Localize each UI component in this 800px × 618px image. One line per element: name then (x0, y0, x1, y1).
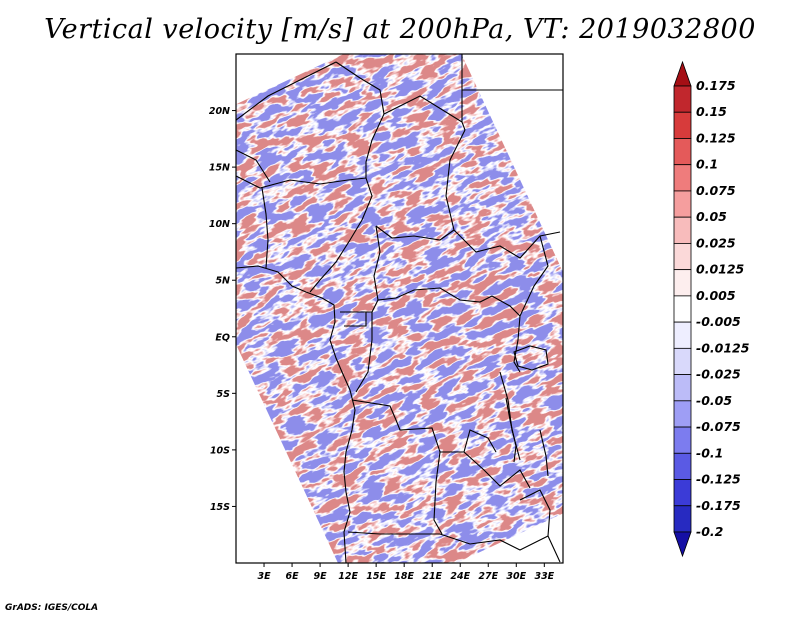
colorbar-label: -0.175 (696, 498, 741, 513)
border-egypt-sudan (461, 54, 466, 131)
y-tick-label: 15N (209, 163, 230, 174)
colorbar-label: -0.0125 (696, 340, 750, 355)
colorbar-segment (673, 138, 692, 166)
colorbar-segment (673, 505, 692, 533)
border-niger-nigeria (236, 175, 367, 189)
border-chad-sudan (445, 129, 466, 231)
y-tick-label: 20N (209, 106, 230, 117)
border-algeria-niger (236, 61, 337, 121)
colorbar-label: 0.0125 (696, 262, 745, 277)
colorbar-segment (673, 479, 692, 507)
colorbar-segment (673, 164, 692, 192)
x-tick-label: 12E (338, 571, 358, 582)
border-sudan-southsudan (453, 229, 561, 259)
colorbar-segment (673, 190, 692, 218)
lake-tanganyika (505, 397, 517, 463)
border-namibia-botswana (439, 533, 549, 551)
lake-malawi (539, 429, 549, 477)
colorbar-segment (673, 374, 692, 402)
x-axis: 3E 6E 9E 12E 15E 18E 21E 24E 27E 30E 33E (257, 563, 555, 582)
colorbar-label: -0.125 (696, 472, 741, 487)
y-axis: 20N 15N 10N 5N EQ 5S 10S 15S (209, 106, 236, 513)
x-tick-label: 27E (478, 571, 498, 582)
colorbar-top-arrow (673, 60, 692, 87)
border-ethiopia (519, 235, 549, 317)
colorbar: 0.175 0.15 0.125 0.1 0.075 0.05 0.025 0.0125 0.0… (673, 60, 750, 558)
colorbar-label: 0.175 (696, 78, 736, 93)
colorbar-bottom-arrow (673, 531, 692, 558)
colorbar-segment (673, 269, 692, 297)
x-tick-label: 18E (394, 571, 414, 582)
colorbar-label: -0.025 (696, 367, 741, 382)
country-borders (236, 54, 563, 563)
colorbar-label: 0.15 (696, 104, 727, 119)
y-tick-label: 5N (215, 276, 230, 287)
x-tick-label: 24E (450, 571, 470, 582)
chart-title: Vertical velocity [m/s] at 200hPa, VT: 2… (44, 14, 756, 45)
colorbar-segment (673, 216, 692, 244)
colorbar-label: 0.005 (696, 288, 736, 303)
colorbar-label: 0.1 (696, 157, 718, 172)
x-tick-label: 6E (286, 571, 300, 582)
map-frame (235, 53, 564, 564)
colorbar-segment (673, 347, 692, 375)
colorbar-segment (673, 85, 692, 113)
y-tick-label: EQ (215, 332, 230, 343)
x-tick-label: 30E (506, 571, 526, 582)
border-mali-niger (236, 149, 271, 183)
border-zimbabwe-moz (519, 489, 561, 563)
border-nigeria-benin (261, 187, 269, 269)
colorbar-label: -0.075 (696, 419, 741, 434)
border-angola-zambia (433, 451, 443, 535)
grads-credit: GrADS: IGES/COLA (5, 603, 99, 613)
colorbar-label: 0.05 (696, 209, 727, 224)
colorbar-segment (673, 321, 692, 349)
border-drc-angola (351, 399, 497, 453)
y-tick-label: 5S (217, 389, 231, 400)
colorbar-label: 0.025 (696, 235, 736, 250)
x-tick-label: 21E (422, 571, 442, 582)
colorbar-segment (673, 243, 692, 271)
colorbar-segment (673, 400, 692, 428)
colorbar-segment (673, 452, 692, 480)
border-zambia-drc (463, 451, 531, 489)
velocity-field (236, 54, 563, 563)
colorbar-label: -0.2 (696, 524, 723, 539)
colorbar-label: 0.125 (696, 130, 736, 145)
x-tick-label: 3E (257, 571, 271, 582)
x-tick-label: 15E (366, 571, 386, 582)
border-eqguinea (344, 311, 367, 327)
x-tick-label: 33E (534, 571, 554, 582)
colorbar-segment (673, 426, 692, 454)
border-chad-car (375, 225, 455, 241)
border-libya-niger (335, 61, 385, 115)
lake-victoria (513, 345, 549, 371)
colorbar-label: 0.075 (696, 183, 736, 198)
border-angola-namibia (347, 531, 440, 535)
colorbar-label: -0.05 (696, 393, 732, 408)
border-cameroon-car (371, 225, 381, 313)
coastline (236, 265, 356, 563)
colorbar-label: -0.1 (696, 445, 723, 460)
y-tick-label: 10S (210, 445, 230, 456)
border-nigeria-cameroon (309, 177, 373, 293)
border-niger-chad (365, 113, 385, 178)
y-tick-label: 10N (209, 219, 230, 230)
colorbar-segment (673, 111, 692, 139)
x-tick-label: 9E (314, 571, 328, 582)
border-libya-chad (383, 95, 463, 123)
colorbar-segment (673, 295, 692, 323)
border-southsudan-drc (491, 295, 521, 317)
colorbar-label: -0.005 (696, 314, 741, 329)
y-tick-label: 15S (210, 502, 230, 513)
border-car-drc (377, 287, 493, 303)
